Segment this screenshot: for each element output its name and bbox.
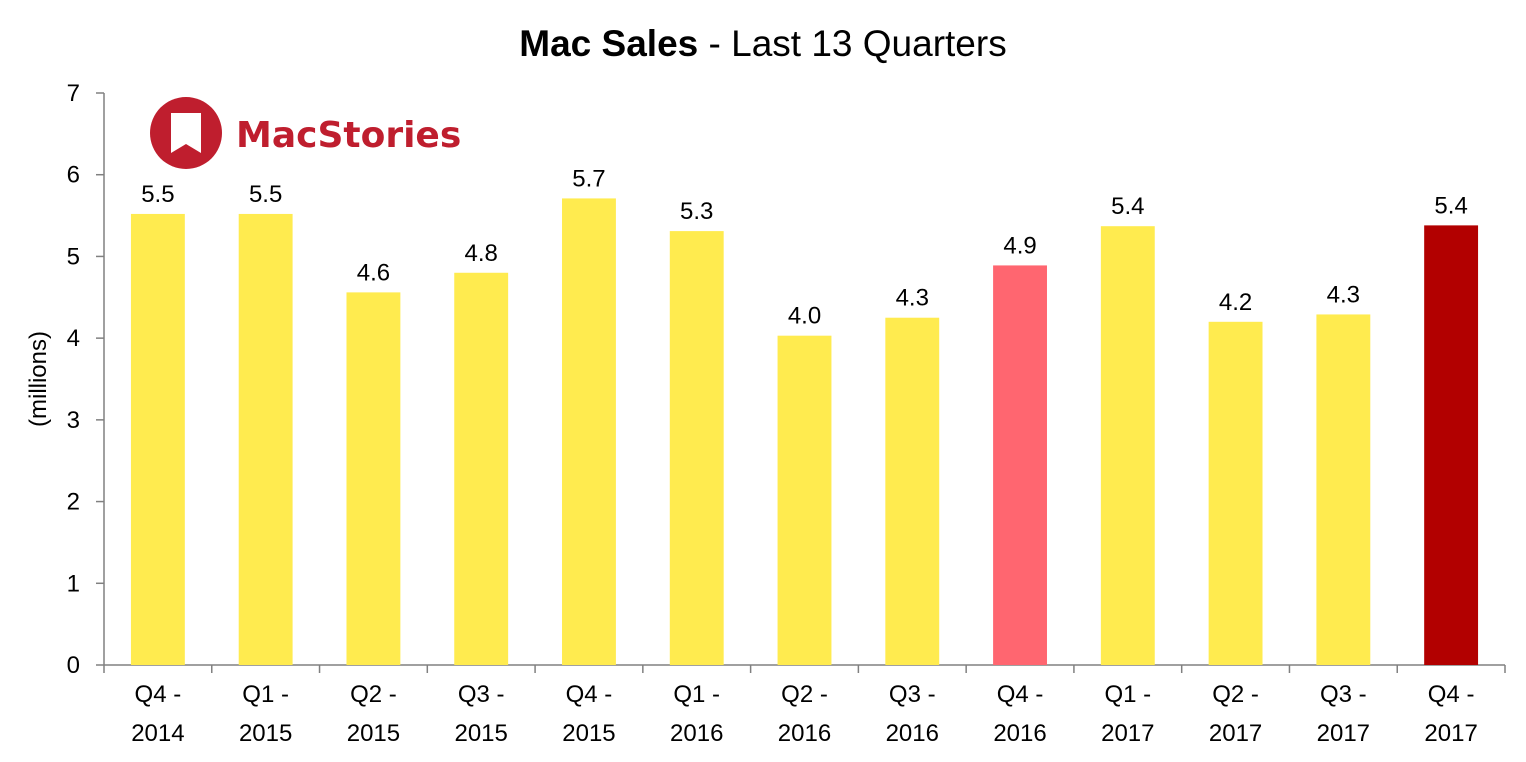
bar [669,231,724,665]
x-tick-label: Q1 - [242,681,289,708]
bookmark-icon [171,113,201,153]
data-label: 5.4 [1434,192,1467,219]
x-tick-label: 2016 [886,720,939,747]
bar [454,272,509,665]
x-tick-label: Q3 - [458,681,505,708]
bar [1316,314,1371,665]
x-tick-label: 2016 [993,720,1046,747]
y-tick-label: 7 [67,80,80,107]
data-label: 4.0 [788,303,821,330]
x-tick-label: 2017 [1101,720,1154,747]
data-labels: 5.5 5.5 4.6 4.8 5.7 5.3 4.0 4.3 4.9 5.4 4.2 4.3 5.4 [141,165,1468,329]
y-tick-label: 3 [67,407,80,434]
y-tick-label: 0 [67,652,80,679]
data-label: 4.6 [357,259,390,286]
y-tick-label: 1 [67,570,80,597]
x-tick-label: Q3 - [1320,681,1367,708]
bar [130,213,185,666]
data-label: 5.7 [572,165,605,192]
bar [1424,225,1479,665]
y-axis-title: (millions) [25,331,52,427]
x-tick-label: Q2 - [350,681,397,708]
x-tick-label: 2015 [454,720,507,747]
chart-subtitle: - Last 13 Quarters [708,23,1007,64]
x-tick-label: 2014 [131,720,184,747]
bar [777,335,832,665]
x-tick-label: Q3 - [889,681,936,708]
x-tick-label: 2015 [347,720,400,747]
x-tick-label: 2015 [562,720,615,747]
data-label: 5.5 [249,181,282,208]
bar [238,213,293,666]
data-label: 5.3 [680,198,713,225]
x-tick-label: 2015 [239,720,292,747]
x-tick-label: Q4 - [566,681,613,708]
bar [346,292,401,665]
data-label: 4.9 [1003,232,1036,259]
data-label: 4.8 [465,240,498,267]
y-axis: 0 1 2 3 4 5 6 7 [67,80,105,679]
x-tick-label: 2016 [778,720,831,747]
bar [1208,321,1263,665]
y-tick-label: 6 [67,162,80,189]
y-tick-label: 4 [67,325,80,352]
bar [993,265,1047,665]
x-tick-label: 2017 [1317,720,1370,747]
x-tick-label: Q2 - [781,681,828,708]
data-label: 5.5 [141,181,174,208]
x-tick-label: Q4 - [1428,681,1475,708]
bar [885,317,940,665]
data-label: 4.2 [1219,289,1252,316]
chart-title-main: Mac Sales [519,23,699,64]
data-label: 4.3 [896,285,929,312]
bar [1100,226,1155,666]
macstories-logo: MacStories [150,97,461,169]
x-tick-label: Q1 - [1104,681,1151,708]
data-label: 4.3 [1327,281,1360,308]
bar [562,198,616,665]
x-axis: Q4 - 2014 Q1 - 2015 Q2 - 2015 Q3 - 2015 Q4 - 2015… [103,664,1506,747]
x-tick-label: Q1 - [673,681,720,708]
x-tick-label: 2016 [670,720,723,747]
macstories-logo-text: MacStories [236,115,461,156]
x-tick-label: 2017 [1209,720,1262,747]
chart-title: Mac Sales - Last 13 Quarters [0,22,1526,66]
y-tick-label: 2 [67,489,80,516]
bars [130,198,1479,666]
x-tick-label: Q4 - [997,681,1044,708]
x-tick-label: 2017 [1424,720,1477,747]
x-tick-label: Q4 - [135,681,182,708]
y-tick-label: 5 [67,243,80,270]
data-label: 5.4 [1111,193,1144,220]
x-tick-label: Q2 - [1212,681,1259,708]
